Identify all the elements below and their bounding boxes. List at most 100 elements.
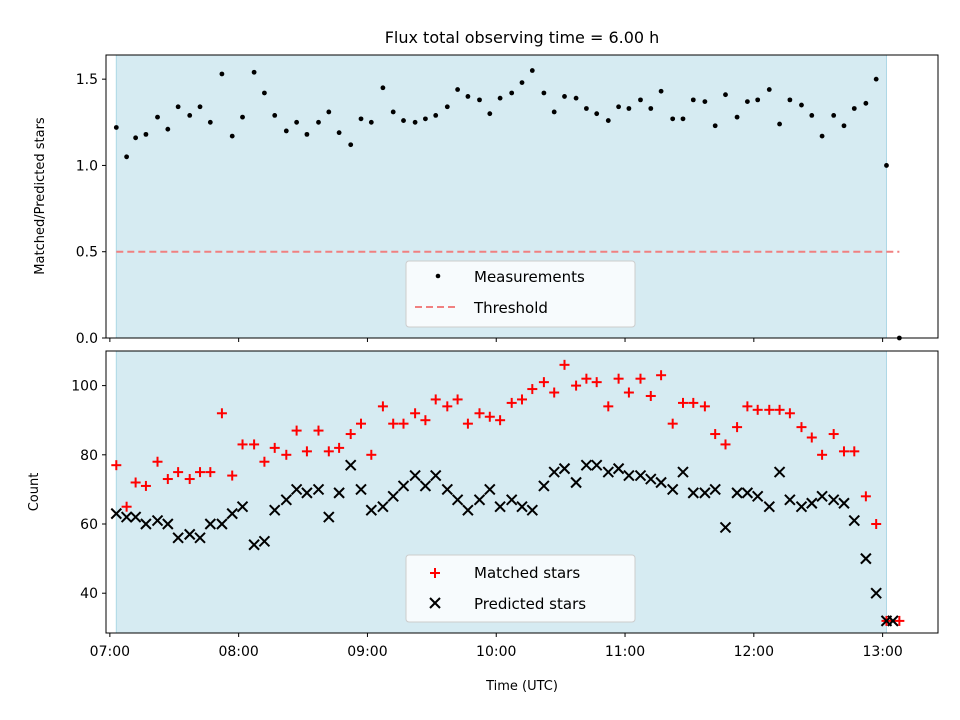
bottom-panel: Count Time (UTC) 40 60 80 100 07:00 08:00 09:… bbox=[27, 350, 939, 694]
predicted-star-point bbox=[280, 494, 293, 506]
predicted-star-point bbox=[763, 500, 775, 513]
predicted-star-point bbox=[719, 521, 732, 534]
predicted-star-point bbox=[377, 500, 389, 513]
predicted-star-point bbox=[526, 504, 539, 516]
measurement-point bbox=[124, 154, 130, 160]
measurement-point bbox=[487, 111, 493, 117]
measurement-point bbox=[734, 114, 740, 120]
measurement-point bbox=[316, 119, 321, 125]
predicted-star-point bbox=[558, 462, 571, 475]
predicted-star-point bbox=[645, 473, 657, 485]
bottom-y-tick-label: 40 bbox=[80, 586, 98, 602]
measurement-point bbox=[240, 114, 245, 120]
matched-star-point bbox=[742, 401, 753, 412]
matched-star-point bbox=[591, 377, 602, 388]
matched-star-point bbox=[860, 491, 871, 502]
predicted-star-point bbox=[333, 487, 345, 499]
matched-star-point bbox=[849, 446, 860, 457]
predicted-star-point bbox=[344, 459, 357, 471]
measurement-point bbox=[777, 121, 782, 127]
matched-star-point bbox=[345, 429, 356, 440]
matched-star-point bbox=[817, 449, 828, 460]
predicted-star-point bbox=[312, 483, 325, 496]
measurement-point bbox=[573, 95, 579, 101]
predicted-star-point bbox=[548, 466, 560, 478]
matched-star-point bbox=[259, 456, 270, 467]
matched-star-point bbox=[184, 474, 195, 485]
measurement-point bbox=[304, 131, 310, 137]
measurement-point bbox=[455, 87, 461, 92]
x-tick-label: 13:00 bbox=[862, 644, 902, 660]
predicted-star-point bbox=[570, 476, 582, 489]
measurement-point bbox=[401, 118, 406, 123]
measurement-point bbox=[251, 69, 257, 75]
measurement-point bbox=[605, 118, 611, 123]
predicted-star-point bbox=[709, 483, 721, 496]
top-y-tick-label: 0.0 bbox=[76, 331, 98, 347]
matched-star-point bbox=[291, 425, 302, 436]
bottom-axes-frame bbox=[105, 350, 939, 634]
matched-star-point bbox=[281, 449, 292, 460]
matched-star-point bbox=[828, 429, 839, 440]
bottom-x-axis-label: Time (UTC) bbox=[485, 679, 558, 694]
measurement-point bbox=[658, 88, 664, 94]
matched-star-point bbox=[377, 401, 388, 412]
measurement-point bbox=[143, 131, 149, 137]
predicted-star-point bbox=[226, 507, 238, 520]
matched-star-point bbox=[764, 404, 775, 415]
matched-star-point bbox=[517, 394, 527, 405]
measurement-point bbox=[390, 109, 396, 115]
measurement-point bbox=[873, 76, 879, 82]
measurement-point bbox=[165, 126, 171, 132]
measurement-point bbox=[680, 116, 686, 122]
measurement-point bbox=[648, 106, 654, 111]
predicted-star-point bbox=[590, 459, 603, 471]
predicted-star-point bbox=[184, 528, 196, 541]
matched-star-point bbox=[452, 394, 463, 405]
measurement-point bbox=[562, 94, 567, 99]
measurement-point bbox=[819, 133, 825, 139]
matched-star-point bbox=[140, 480, 151, 491]
predicted-star-point bbox=[140, 518, 152, 530]
bottom-y-tick-label: 100 bbox=[71, 379, 98, 395]
bottom-legend-box bbox=[405, 554, 636, 623]
predicted-star-point bbox=[120, 511, 133, 523]
predicted-star-point bbox=[655, 476, 667, 489]
bottom-legend: Matched stars Predicted stars bbox=[405, 554, 636, 623]
matched-star-point bbox=[301, 446, 312, 457]
predicted-star-point bbox=[731, 487, 743, 499]
measurement-point bbox=[133, 135, 139, 141]
measurement-point bbox=[712, 123, 718, 129]
measurement-point bbox=[348, 142, 354, 148]
measurement-point bbox=[477, 97, 482, 103]
matched-star-point bbox=[462, 418, 473, 429]
predicted-star-point bbox=[827, 494, 840, 506]
measurement-point bbox=[229, 133, 235, 139]
predicted-star-point bbox=[236, 500, 249, 513]
matched-star-point bbox=[732, 422, 743, 433]
matched-star-point bbox=[173, 467, 184, 478]
measurement-point bbox=[380, 85, 386, 91]
legend-predicted-marker bbox=[429, 597, 441, 609]
measurement-point bbox=[207, 119, 213, 125]
top-y-tick-label: 1.0 bbox=[76, 158, 98, 174]
measurement-point bbox=[831, 112, 837, 118]
matched-star-point bbox=[430, 394, 441, 405]
predicted-star-point bbox=[355, 483, 367, 496]
top-axes-frame bbox=[105, 54, 939, 339]
matched-star-point bbox=[613, 373, 624, 384]
measurement-point bbox=[851, 106, 857, 111]
predicted-star-point bbox=[516, 500, 528, 513]
matched-star-point bbox=[111, 460, 122, 471]
top-y-tick-label: 1.5 bbox=[76, 72, 98, 88]
matched-star-point bbox=[549, 387, 560, 398]
measurement-point bbox=[519, 80, 525, 86]
x-tick-label: 12:00 bbox=[734, 644, 774, 660]
matched-star-point bbox=[121, 501, 132, 512]
measurement-point bbox=[787, 97, 793, 103]
predicted-star-point bbox=[129, 511, 142, 523]
chart-title: Flux total observing time = 6.00 h bbox=[385, 28, 660, 47]
matched-star-point bbox=[442, 401, 453, 412]
predicted-star-point bbox=[677, 466, 689, 478]
